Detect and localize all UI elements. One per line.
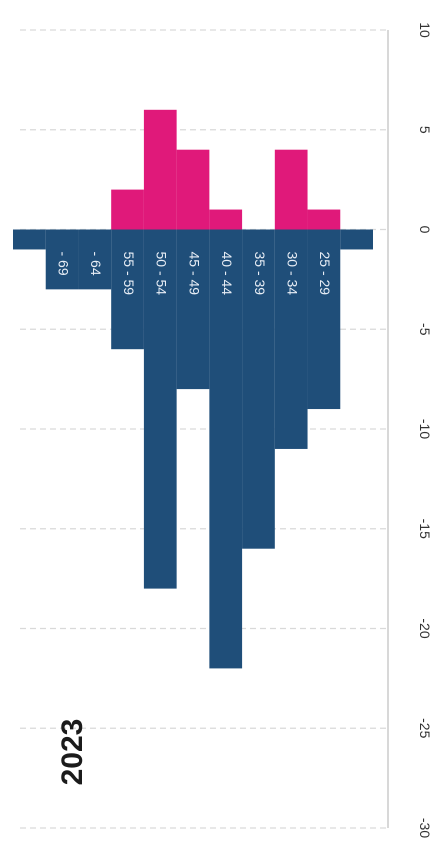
tick-label: 5 [417,126,431,134]
negative-bar [13,229,46,250]
tick-label: -20 [417,618,431,638]
category-label: 35 - 39 [252,252,268,296]
tick-label: 0 [417,226,431,234]
category-label: 50 - 54 [154,252,170,296]
negative-bar [143,229,177,589]
positive-bar [176,149,210,230]
positive-bar [307,209,341,230]
negative-bar [307,229,341,410]
category-label: 25 - 29 [317,252,333,296]
negative-bar [274,229,308,449]
negative-bar [242,229,275,549]
category-label: - 64 [88,252,104,276]
tick-label: 10 [417,22,431,38]
category-label: 40 - 44 [219,252,235,296]
tick-label: -5 [417,323,431,336]
chart-title: 2023 [56,719,89,786]
category-label: 45 - 49 [186,252,202,296]
negative-bar [78,229,112,290]
tick-label: -15 [417,519,431,539]
tick-label: -25 [417,718,431,738]
negative-bar [45,229,79,290]
category-label: - 69 [55,252,71,276]
positive-bar [209,209,243,230]
negative-bar [111,229,144,350]
category-label: 55 - 59 [121,252,137,296]
positive-bar [111,189,144,230]
tick-label: -30 [417,818,431,838]
category-label: 30 - 34 [284,252,300,296]
negative-bar [340,229,373,250]
positive-bar [143,109,177,230]
tick-label: -10 [417,419,431,439]
positive-bar [274,149,308,230]
negative-bar [209,229,243,669]
negative-bar [176,229,210,390]
